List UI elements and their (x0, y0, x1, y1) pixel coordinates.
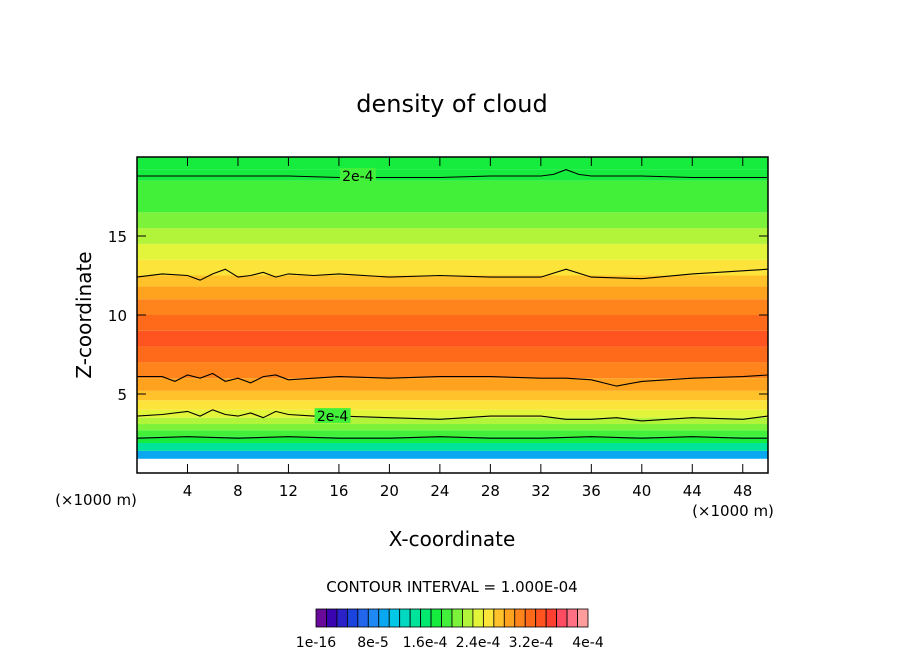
density-band (137, 196, 768, 213)
density-band (137, 458, 768, 473)
contour-interval-text: CONTOUR INTERVAL = 1.000E-04 (326, 578, 577, 596)
colorbar-swatch (430, 608, 442, 628)
colorbar-swatch (346, 608, 359, 628)
density-fill (137, 157, 768, 473)
density-band (137, 417, 768, 425)
contour-line (136, 268, 769, 281)
y-tick-label: 15 (108, 228, 127, 246)
colorbar-swatch (441, 608, 453, 628)
contour-line (137, 169, 768, 179)
density-band (137, 430, 768, 437)
density-band (137, 286, 768, 300)
density-band (137, 299, 768, 315)
colorbar-swatch (577, 608, 589, 628)
contour-lines (136, 169, 769, 439)
contour-line (136, 436, 768, 439)
density-band (137, 228, 768, 244)
colorbar-swatch (535, 608, 547, 628)
colorbar-label: 1e-16 (296, 635, 336, 651)
x-tick-label: 36 (582, 482, 601, 500)
x-tick-label: 32 (531, 482, 550, 500)
density-band (137, 390, 768, 401)
density-band (137, 442, 768, 451)
y-tick-label: 5 (117, 386, 127, 404)
density-band (137, 259, 768, 276)
colorbar-label: 4e-4 (572, 635, 604, 651)
colorbar-label: 8e-5 (357, 635, 388, 651)
x-tick-label: 40 (632, 482, 651, 500)
density-band (137, 157, 768, 170)
x-tick-label: 24 (430, 482, 449, 500)
x-unit-label-right: (×1000 m) (692, 502, 774, 520)
x-tick-label: 16 (329, 482, 348, 500)
colorbar-swatch (315, 608, 327, 628)
x-tick-label: 12 (279, 482, 298, 500)
contour-line (137, 372, 769, 387)
density-band (137, 315, 768, 331)
density-band (137, 180, 768, 197)
colorbar-swatch (451, 608, 463, 628)
contour-label: 2e-4 (317, 409, 349, 425)
x-tick-label: 44 (683, 482, 702, 500)
density-band (137, 275, 768, 287)
colorbar-swatch (524, 608, 537, 628)
density-band (137, 409, 768, 418)
colorbar-swatch (482, 608, 495, 628)
x-unit-label-left: (×1000 m) (55, 491, 137, 509)
colorbar-swatch (566, 608, 578, 628)
density-band (137, 243, 768, 260)
colorbar-swatch (399, 608, 411, 628)
density-band (137, 212, 768, 229)
density-band (137, 346, 768, 363)
colorbar-label: 2.4e-4 (456, 635, 501, 651)
density-band (137, 450, 768, 459)
colorbar-swatch (472, 608, 484, 628)
x-tick-label: 8 (233, 482, 243, 500)
colorbar (315, 608, 589, 628)
density-band (137, 169, 768, 181)
x-tick-label: 48 (733, 482, 752, 500)
colorbar-swatch (367, 608, 380, 628)
contour-label: 2e-4 (342, 169, 374, 185)
colorbar-label: 1.6e-4 (403, 635, 448, 651)
colorbar-labels: 1e-16 8e-5 1.6e-4 2.4e-4 3.2e-4 4e-4 (296, 635, 604, 651)
colorbar-swatch (462, 608, 474, 628)
density-band (137, 400, 768, 410)
x-axis-title: X-coordinate (389, 527, 516, 551)
colorbar-swatch (545, 608, 558, 628)
chart-title: density of cloud (356, 90, 547, 118)
colorbar-swatch (409, 608, 422, 628)
y-axis-ticks: 5 10 15 (108, 228, 768, 404)
x-tick-label: 20 (380, 482, 399, 500)
colorbar-swatch (493, 608, 505, 628)
colorbar-swatch (556, 608, 568, 628)
colorbar-swatch (336, 608, 348, 628)
colorbar-swatch (503, 608, 516, 628)
colorbar-swatch (420, 608, 432, 628)
colorbar-swatch (378, 608, 390, 628)
colorbar-swatch (514, 608, 526, 628)
x-axis-ticks: 4 8 12 16 20 24 28 32 36 40 44 48 (183, 157, 752, 500)
colorbar-swatch (326, 608, 338, 628)
colorbar-label: 3.2e-4 (509, 635, 554, 651)
y-axis-title: Z-coordinate (72, 251, 96, 378)
density-band (137, 436, 768, 443)
colorbar-swatch (357, 608, 369, 628)
density-band (137, 378, 768, 391)
x-tick-label: 4 (183, 482, 193, 500)
colorbar-swatch (388, 608, 401, 628)
y-tick-label: 10 (108, 307, 127, 325)
density-band (137, 330, 768, 347)
contour-label-bg (339, 167, 376, 183)
contour-label-bg (314, 408, 351, 424)
density-band (137, 362, 768, 379)
x-tick-label: 28 (481, 482, 500, 500)
contour-labels: 2e-4 2e-4 (314, 167, 376, 425)
density-band (137, 424, 768, 431)
